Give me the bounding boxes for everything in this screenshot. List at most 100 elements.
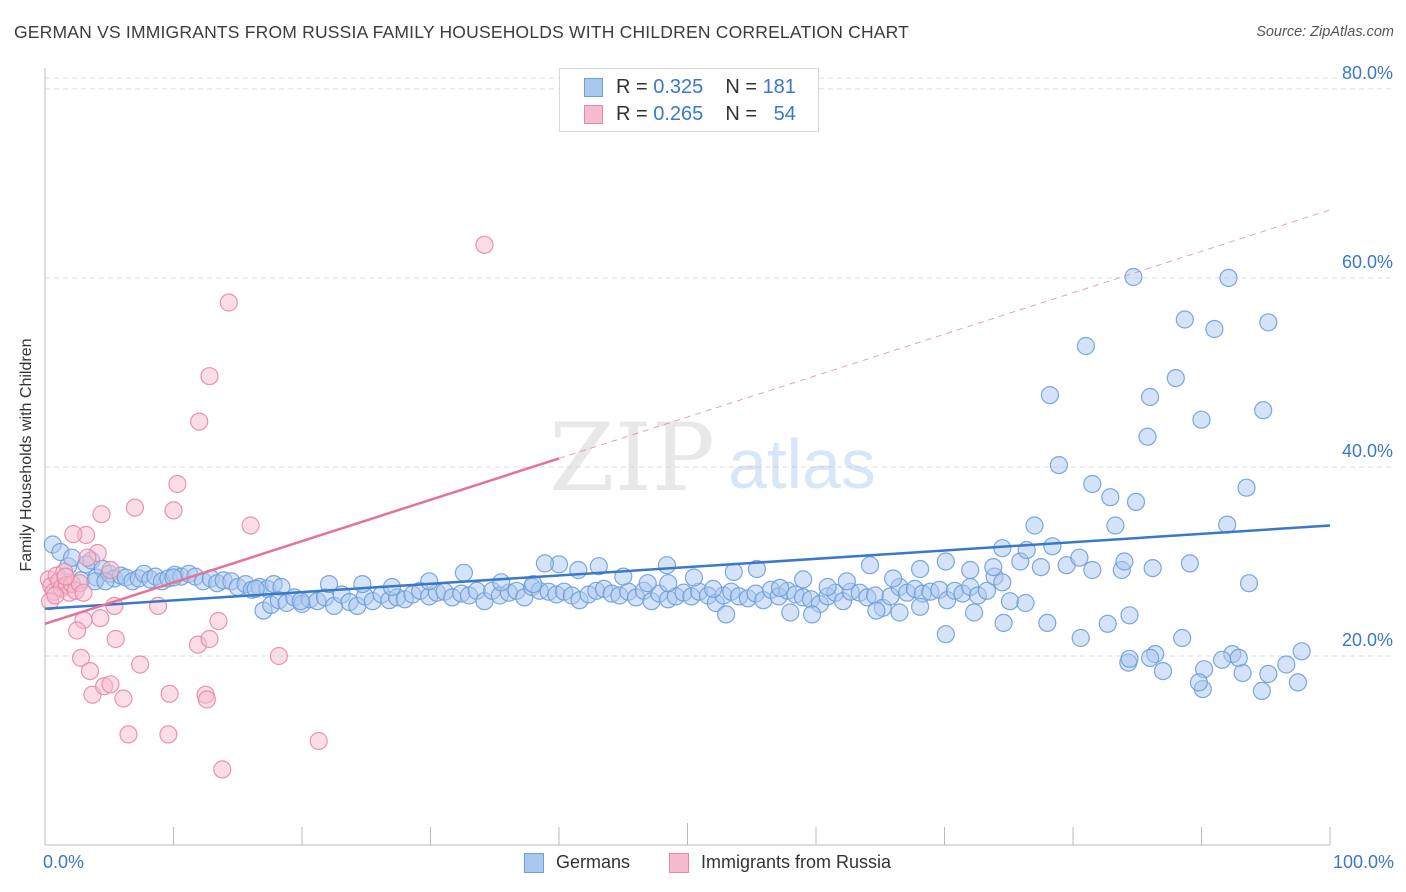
data-point [770, 578, 790, 598]
data-point [168, 474, 187, 494]
data-point [1071, 628, 1090, 648]
x-tick-label-max: 100.0% [1332, 852, 1394, 872]
data-point [1205, 319, 1224, 339]
data-point [200, 367, 219, 386]
r-value: 0.265 [653, 102, 704, 125]
data-point [994, 613, 1013, 633]
data-point [1083, 560, 1102, 580]
series-legend: Germans Immigrants from Russia [0, 852, 1406, 878]
data-point [1166, 369, 1185, 388]
data-point [793, 570, 813, 589]
data-point [1239, 574, 1259, 593]
data-point [1233, 663, 1252, 683]
data-point [125, 498, 144, 517]
data-point [1288, 673, 1308, 692]
watermark: ZIP atlas [549, 404, 876, 513]
data-point [246, 579, 265, 599]
data-point [1120, 606, 1139, 625]
data-point [867, 601, 886, 620]
data-point [291, 592, 310, 611]
data-point [164, 501, 183, 520]
r-label: R = [616, 102, 648, 125]
russia-points [39, 235, 494, 779]
data-point [119, 725, 138, 744]
trend-lines [44, 209, 1331, 626]
russia-legend-swatch [669, 852, 689, 873]
data-point [159, 725, 178, 744]
data-point [837, 572, 856, 591]
source-label: Source: ZipAtlas.com [1256, 24, 1394, 40]
data-point [1189, 673, 1209, 692]
data-point [190, 412, 209, 431]
legend-item-russia: Immigrants from Russia [669, 852, 891, 873]
data-point [1180, 554, 1200, 573]
n-label: N = [725, 75, 757, 98]
y-tick-label: 40.0% [1342, 441, 1393, 461]
data-point [1143, 558, 1162, 578]
data-point [1140, 387, 1160, 407]
legend-item-germans: Germans [524, 852, 630, 873]
data-point [106, 629, 125, 649]
watermark-zip: ZIP [549, 404, 715, 513]
data-point [1259, 664, 1278, 684]
data-point [475, 235, 494, 254]
data-point [1106, 516, 1125, 535]
data-point [1192, 410, 1211, 429]
data-point [219, 293, 238, 312]
data-point [269, 646, 288, 666]
data-point [802, 605, 822, 624]
russia-trend-line [44, 457, 560, 626]
data-point [1120, 649, 1139, 668]
data-point [1218, 515, 1237, 534]
data-point [209, 611, 228, 631]
legend-label-russia: Immigrants from Russia [701, 852, 892, 872]
data-point [1292, 642, 1311, 661]
data-point [454, 563, 473, 582]
r-value: 0.325 [653, 75, 704, 98]
axes [44, 68, 1331, 846]
data-point [747, 559, 767, 579]
data-point [64, 524, 83, 544]
germans-swatch [584, 77, 603, 97]
data-point [1043, 537, 1062, 556]
data-point [1083, 474, 1102, 494]
data-point [46, 586, 65, 605]
data-point [569, 560, 588, 580]
data-point [200, 629, 219, 649]
data-point [1038, 613, 1057, 633]
germans-legend-swatch [524, 852, 544, 873]
chart-title: GERMAN VS IMMIGRANTS FROM RUSSIA FAMILY … [14, 22, 910, 42]
data-point [860, 556, 880, 575]
data-point [910, 559, 930, 579]
data-point [977, 581, 997, 600]
y-tick-label: 60.0% [1342, 252, 1393, 272]
n-value: 181 [762, 75, 796, 98]
data-point [524, 574, 543, 594]
data-point [1070, 548, 1089, 567]
legend-label-germans: Germans [556, 852, 631, 872]
data-point [241, 516, 260, 535]
data-point [91, 609, 110, 628]
y-tick-label: 20.0% [1342, 630, 1393, 650]
data-point [319, 574, 339, 594]
data-point [309, 731, 328, 751]
data-point [420, 572, 439, 591]
data-point [1031, 557, 1051, 577]
data-point [67, 621, 87, 640]
data-point [1229, 648, 1248, 668]
data-point [724, 562, 743, 582]
data-point [1175, 310, 1194, 329]
russia-swatch [584, 104, 603, 124]
data-point [101, 560, 120, 580]
y-tick-labels: 20.0% 40.0% 60.0% 80.0% [1342, 63, 1393, 650]
data-point [1124, 267, 1143, 287]
data-point [1173, 628, 1192, 648]
data-point [704, 579, 723, 599]
data-point [92, 505, 111, 524]
data-point [1016, 593, 1035, 613]
data-point [74, 583, 93, 602]
data-point [1025, 516, 1044, 535]
data-point [1126, 492, 1146, 511]
data-point [1098, 614, 1117, 633]
data-point [1277, 655, 1296, 674]
